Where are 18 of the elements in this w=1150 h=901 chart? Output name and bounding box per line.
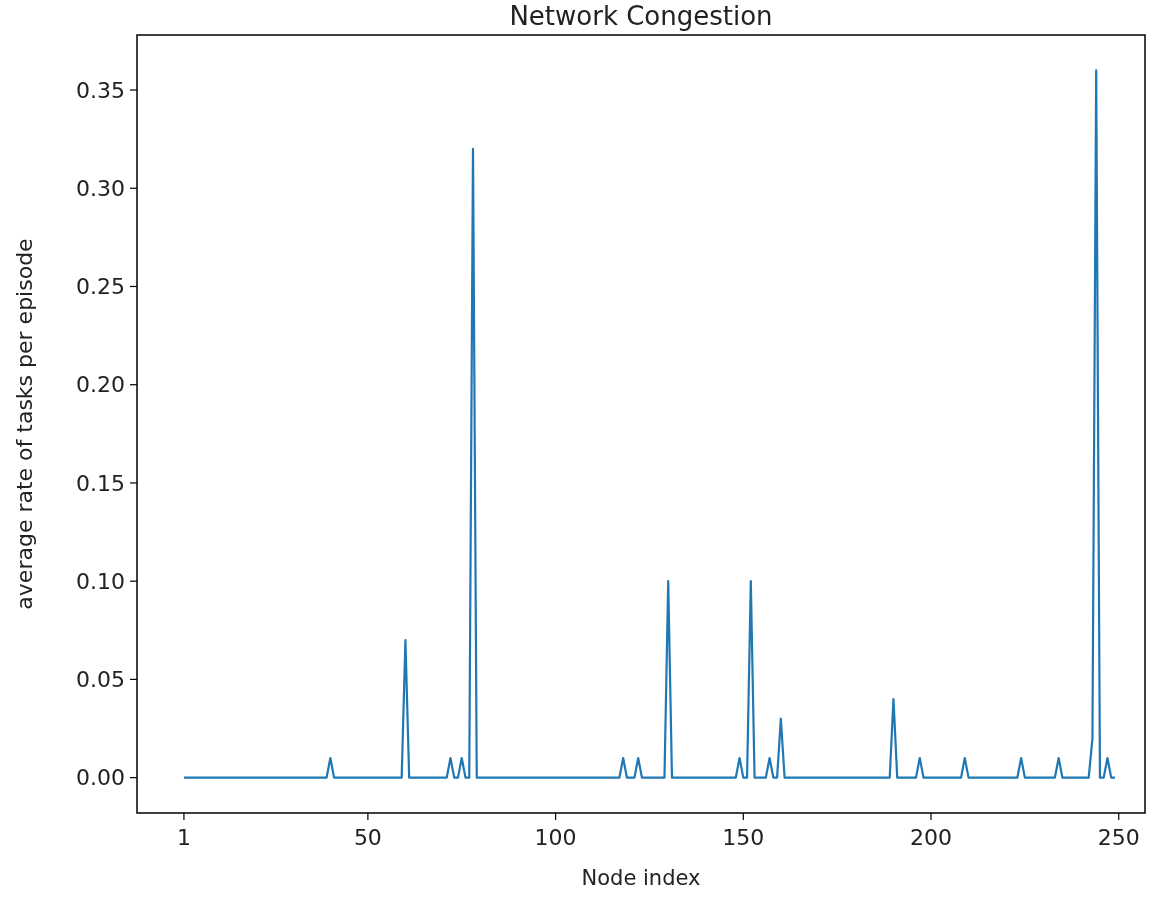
x-tick-label: 150	[722, 825, 765, 850]
y-tick-label: 0.15	[76, 470, 125, 496]
x-tick-label: 250	[1097, 825, 1140, 850]
x-tick-label: 100	[534, 825, 577, 850]
y-tick-label: 0.30	[76, 175, 125, 201]
line-series	[182, 69, 1117, 779]
chart-title: Network Congestion	[509, 1, 773, 31]
y-tick-label: 0.10	[76, 568, 125, 594]
y-tick-label: 0.00	[76, 765, 125, 791]
x-tick-label: 200	[910, 825, 953, 850]
x-tick-label: 50	[353, 825, 382, 850]
y-tick-label: 0.05	[76, 667, 125, 693]
x-axis-title: Node index	[581, 866, 701, 890]
y-tick-label: 0.35	[76, 77, 125, 103]
x-tick-label: 1	[176, 825, 191, 850]
y-axis-title: average rate of tasks per episode	[12, 238, 37, 610]
y-tick-label: 0.20	[76, 372, 125, 398]
y-tick-label: 0.25	[76, 274, 125, 300]
